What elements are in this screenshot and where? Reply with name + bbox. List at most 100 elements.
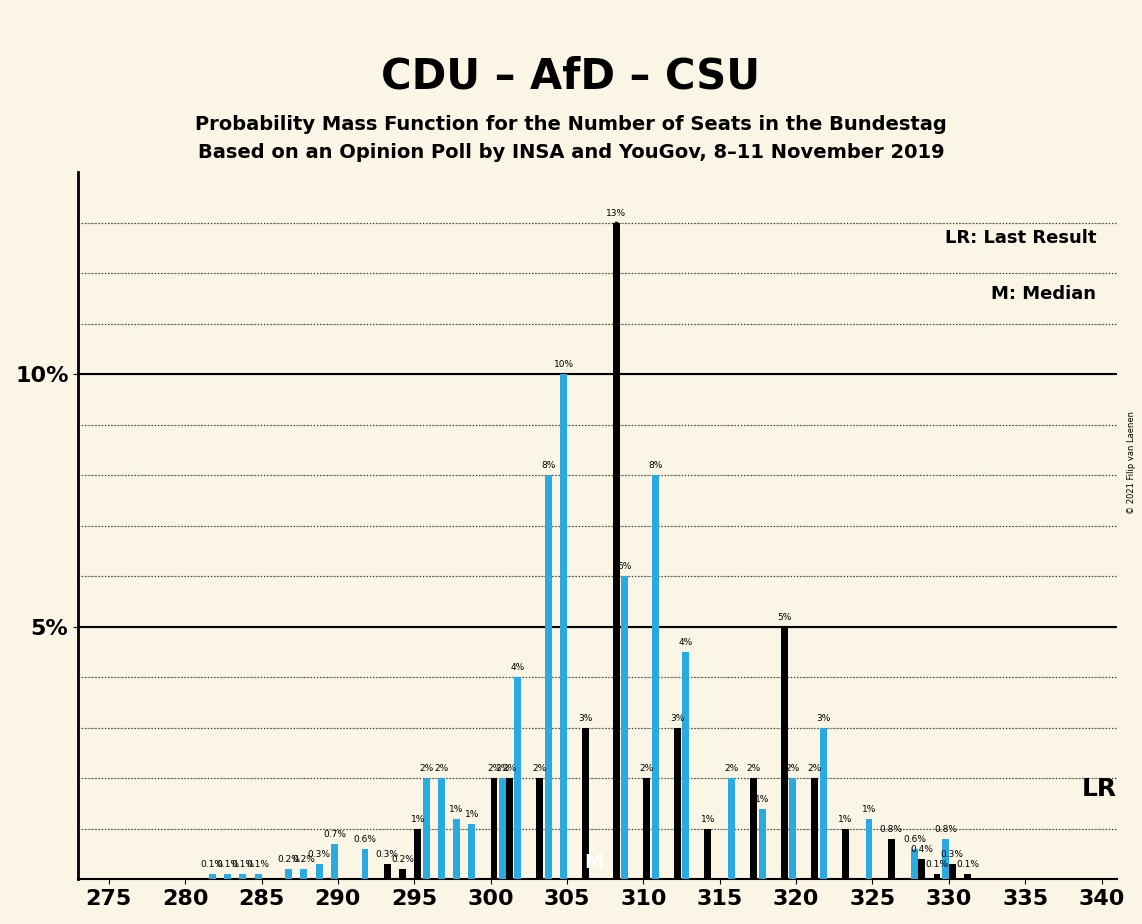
Bar bbox=[942, 839, 949, 880]
Text: 1%: 1% bbox=[862, 805, 876, 814]
Bar bbox=[331, 844, 338, 880]
Bar bbox=[415, 829, 421, 880]
Bar bbox=[560, 374, 566, 880]
Bar bbox=[399, 869, 405, 880]
Bar bbox=[300, 869, 307, 880]
Text: 0.1%: 0.1% bbox=[247, 860, 270, 869]
Bar bbox=[820, 728, 827, 880]
Bar bbox=[499, 778, 506, 880]
Bar bbox=[468, 823, 475, 880]
Text: 1%: 1% bbox=[701, 815, 715, 823]
Text: 0.1%: 0.1% bbox=[925, 860, 949, 869]
Text: M: Median: M: Median bbox=[991, 286, 1096, 303]
Text: 0.6%: 0.6% bbox=[354, 835, 377, 844]
Bar bbox=[866, 819, 872, 880]
Text: 0.4%: 0.4% bbox=[910, 845, 933, 854]
Text: 4%: 4% bbox=[510, 663, 525, 672]
Text: 2%: 2% bbox=[747, 764, 761, 773]
Text: CDU – AfD – CSU: CDU – AfD – CSU bbox=[381, 55, 761, 97]
Text: LR: LR bbox=[1081, 777, 1117, 801]
Bar bbox=[887, 839, 894, 880]
Text: 1%: 1% bbox=[450, 805, 464, 814]
Text: 1%: 1% bbox=[838, 815, 853, 823]
Text: 2%: 2% bbox=[496, 764, 509, 773]
Text: 6%: 6% bbox=[618, 562, 632, 571]
Text: 0.1%: 0.1% bbox=[956, 860, 979, 869]
Text: 3%: 3% bbox=[817, 713, 830, 723]
Text: 3%: 3% bbox=[670, 713, 684, 723]
Bar bbox=[842, 829, 849, 880]
Text: 0.6%: 0.6% bbox=[903, 835, 926, 844]
Bar bbox=[613, 223, 620, 880]
Text: 2%: 2% bbox=[807, 764, 822, 773]
Bar bbox=[491, 778, 498, 880]
Bar bbox=[437, 778, 444, 880]
Text: 0.1%: 0.1% bbox=[201, 860, 224, 869]
Bar bbox=[537, 778, 544, 880]
Text: 0.1%: 0.1% bbox=[216, 860, 239, 869]
Text: 0.2%: 0.2% bbox=[292, 855, 315, 864]
Text: 1%: 1% bbox=[465, 809, 480, 819]
Bar bbox=[758, 808, 765, 880]
Text: 0.3%: 0.3% bbox=[307, 850, 331, 859]
Bar bbox=[286, 869, 292, 880]
Bar bbox=[453, 819, 460, 880]
Bar bbox=[933, 874, 940, 880]
Bar bbox=[506, 778, 513, 880]
Bar bbox=[729, 778, 735, 880]
Text: 8%: 8% bbox=[541, 461, 555, 470]
Bar bbox=[811, 778, 818, 880]
Bar bbox=[643, 778, 650, 880]
Bar bbox=[674, 728, 681, 880]
Bar bbox=[682, 652, 689, 880]
Bar bbox=[545, 475, 552, 880]
Text: 2%: 2% bbox=[724, 764, 739, 773]
Text: 2%: 2% bbox=[419, 764, 433, 773]
Text: 2%: 2% bbox=[786, 764, 799, 773]
Bar bbox=[652, 475, 659, 880]
Bar bbox=[582, 728, 589, 880]
Bar bbox=[911, 849, 918, 880]
Text: Probability Mass Function for the Number of Seats in the Bundestag: Probability Mass Function for the Number… bbox=[195, 116, 947, 135]
Text: 2%: 2% bbox=[434, 764, 449, 773]
Text: 10%: 10% bbox=[554, 360, 573, 369]
Bar bbox=[964, 874, 971, 880]
Bar bbox=[514, 677, 521, 880]
Bar bbox=[240, 874, 247, 880]
Text: 0.8%: 0.8% bbox=[879, 825, 902, 833]
Text: 0.1%: 0.1% bbox=[232, 860, 255, 869]
Text: 2%: 2% bbox=[502, 764, 516, 773]
Text: 2%: 2% bbox=[532, 764, 547, 773]
Bar bbox=[384, 864, 391, 880]
Text: M: M bbox=[585, 853, 604, 871]
Text: 0.3%: 0.3% bbox=[941, 850, 964, 859]
Bar bbox=[705, 829, 711, 880]
Bar bbox=[949, 864, 956, 880]
Bar bbox=[781, 626, 788, 880]
Text: 2%: 2% bbox=[640, 764, 654, 773]
Text: 4%: 4% bbox=[678, 638, 693, 647]
Text: 3%: 3% bbox=[579, 713, 593, 723]
Text: 0.2%: 0.2% bbox=[278, 855, 300, 864]
Text: LR: Last Result: LR: Last Result bbox=[944, 228, 1096, 247]
Text: 2%: 2% bbox=[486, 764, 501, 773]
Text: 0.7%: 0.7% bbox=[323, 830, 346, 839]
Text: 0.3%: 0.3% bbox=[376, 850, 399, 859]
Bar bbox=[315, 864, 322, 880]
Bar bbox=[209, 874, 216, 880]
Text: 13%: 13% bbox=[606, 209, 626, 217]
Bar bbox=[918, 859, 925, 880]
Bar bbox=[789, 778, 796, 880]
Bar bbox=[255, 874, 262, 880]
Text: 0.2%: 0.2% bbox=[391, 855, 413, 864]
Text: 8%: 8% bbox=[648, 461, 662, 470]
Text: 0.8%: 0.8% bbox=[934, 825, 957, 833]
Bar bbox=[362, 849, 369, 880]
Bar bbox=[224, 874, 231, 880]
Bar bbox=[621, 577, 628, 880]
Text: 1%: 1% bbox=[410, 815, 425, 823]
Text: 1%: 1% bbox=[755, 795, 770, 804]
Text: © 2021 Filip van Laenen: © 2021 Filip van Laenen bbox=[1127, 410, 1136, 514]
Text: 5%: 5% bbox=[777, 613, 791, 622]
Bar bbox=[750, 778, 757, 880]
